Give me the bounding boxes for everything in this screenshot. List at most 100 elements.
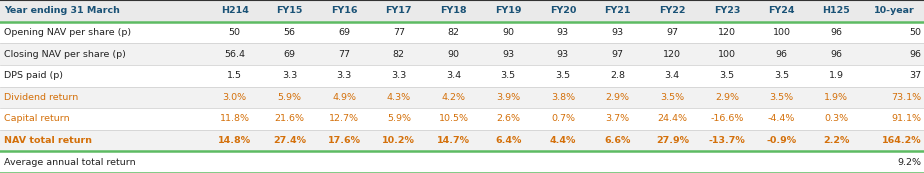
Text: 10.2%: 10.2% — [383, 136, 415, 145]
Text: 3.5: 3.5 — [555, 71, 570, 80]
Text: 3.4: 3.4 — [446, 71, 461, 80]
Text: 90: 90 — [447, 49, 459, 59]
Text: 37: 37 — [909, 71, 921, 80]
Text: H214: H214 — [221, 6, 249, 15]
Text: 82: 82 — [447, 28, 459, 37]
Text: 0.7%: 0.7% — [551, 114, 575, 124]
Text: H125: H125 — [822, 6, 850, 15]
Text: 164.2%: 164.2% — [881, 136, 921, 145]
Text: 2.8: 2.8 — [610, 71, 625, 80]
Text: 5.9%: 5.9% — [387, 114, 411, 124]
Text: FY23: FY23 — [713, 6, 740, 15]
Bar — [0, 22, 924, 43]
Text: FY16: FY16 — [331, 6, 358, 15]
Text: 21.6%: 21.6% — [274, 114, 304, 124]
Text: 10.5%: 10.5% — [439, 114, 468, 124]
Text: -0.9%: -0.9% — [767, 136, 796, 145]
Text: 90: 90 — [503, 28, 514, 37]
Text: Capital return: Capital return — [4, 114, 69, 124]
Text: Average annual total return: Average annual total return — [4, 158, 136, 167]
Text: 4.4%: 4.4% — [550, 136, 576, 145]
Text: 50: 50 — [229, 28, 241, 37]
Text: 93: 93 — [557, 28, 569, 37]
Text: 91.1%: 91.1% — [891, 114, 921, 124]
Text: 97: 97 — [666, 28, 678, 37]
Text: 100: 100 — [772, 28, 791, 37]
Text: 4.3%: 4.3% — [387, 93, 411, 102]
Text: 1.5: 1.5 — [227, 71, 242, 80]
Text: 3.3: 3.3 — [391, 71, 407, 80]
Bar — [0, 0, 924, 22]
Text: 73.1%: 73.1% — [891, 93, 921, 102]
Text: 6.6%: 6.6% — [604, 136, 631, 145]
Text: 3.7%: 3.7% — [605, 114, 629, 124]
Text: Closing NAV per share (p): Closing NAV per share (p) — [4, 49, 126, 59]
Text: 3.3: 3.3 — [336, 71, 352, 80]
Text: -4.4%: -4.4% — [768, 114, 796, 124]
Text: 3.5%: 3.5% — [660, 93, 685, 102]
Text: -16.6%: -16.6% — [711, 114, 744, 124]
Text: 2.9%: 2.9% — [605, 93, 629, 102]
Text: FY22: FY22 — [659, 6, 686, 15]
Text: 14.8%: 14.8% — [218, 136, 251, 145]
Bar — [0, 43, 924, 65]
Text: 3.5: 3.5 — [774, 71, 789, 80]
Text: FY21: FY21 — [604, 6, 631, 15]
Text: 10-year: 10-year — [873, 6, 914, 15]
Text: FY15: FY15 — [276, 6, 303, 15]
Text: 27.4%: 27.4% — [273, 136, 306, 145]
Text: 3.9%: 3.9% — [496, 93, 520, 102]
Text: 1.9%: 1.9% — [824, 93, 848, 102]
Text: 2.9%: 2.9% — [715, 93, 739, 102]
Text: 17.6%: 17.6% — [328, 136, 360, 145]
Text: 4.9%: 4.9% — [332, 93, 356, 102]
Text: Dividend return: Dividend return — [4, 93, 78, 102]
Text: 4.2%: 4.2% — [442, 93, 466, 102]
Text: FY24: FY24 — [769, 6, 795, 15]
Text: 96: 96 — [909, 49, 921, 59]
Text: 3.4: 3.4 — [664, 71, 680, 80]
Text: 11.8%: 11.8% — [220, 114, 249, 124]
Text: FY17: FY17 — [385, 6, 412, 15]
Bar — [0, 86, 924, 108]
Text: FY19: FY19 — [495, 6, 521, 15]
Bar — [0, 65, 924, 86]
Text: 6.4%: 6.4% — [495, 136, 521, 145]
Text: 0.3%: 0.3% — [824, 114, 848, 124]
Text: 96: 96 — [775, 49, 787, 59]
Text: 100: 100 — [718, 49, 736, 59]
Text: DPS paid (p): DPS paid (p) — [4, 71, 63, 80]
Bar — [0, 151, 924, 173]
Text: 9.2%: 9.2% — [897, 158, 921, 167]
Text: 3.8%: 3.8% — [551, 93, 575, 102]
Text: Opening NAV per share (p): Opening NAV per share (p) — [4, 28, 131, 37]
Text: 3.5: 3.5 — [720, 71, 735, 80]
Text: 56: 56 — [284, 28, 296, 37]
Text: 50: 50 — [909, 28, 921, 37]
Text: 69: 69 — [284, 49, 296, 59]
Text: 96: 96 — [831, 28, 843, 37]
Text: 120: 120 — [718, 28, 736, 37]
Text: NAV total return: NAV total return — [4, 136, 91, 145]
Text: 77: 77 — [393, 28, 405, 37]
Text: 3.0%: 3.0% — [223, 93, 247, 102]
Text: 93: 93 — [612, 28, 624, 37]
Text: 5.9%: 5.9% — [277, 93, 301, 102]
Text: 97: 97 — [612, 49, 624, 59]
Text: 3.5: 3.5 — [501, 71, 516, 80]
Text: 77: 77 — [338, 49, 350, 59]
Text: 82: 82 — [393, 49, 405, 59]
Text: 3.3: 3.3 — [282, 71, 298, 80]
Text: 69: 69 — [338, 28, 350, 37]
Text: 12.7%: 12.7% — [329, 114, 359, 124]
Text: 93: 93 — [557, 49, 569, 59]
Text: FY18: FY18 — [440, 6, 467, 15]
Text: 27.9%: 27.9% — [656, 136, 688, 145]
Bar — [0, 108, 924, 130]
Text: 2.2%: 2.2% — [823, 136, 849, 145]
Text: 120: 120 — [663, 49, 681, 59]
Bar — [0, 130, 924, 151]
Text: -13.7%: -13.7% — [709, 136, 746, 145]
Text: 56.4: 56.4 — [225, 49, 245, 59]
Text: 96: 96 — [831, 49, 843, 59]
